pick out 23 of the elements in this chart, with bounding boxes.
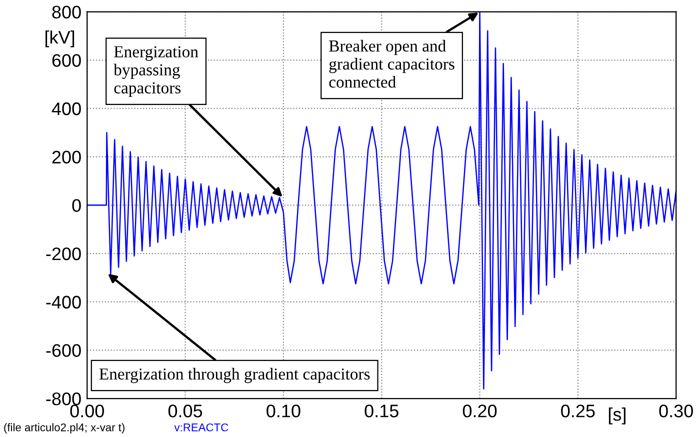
x-tick-label: 0.25 bbox=[561, 404, 595, 418]
x-tick-label: 0.10 bbox=[266, 404, 300, 418]
y-tick-label: -400 bbox=[46, 296, 81, 309]
y-axis-title: [kV] bbox=[46, 30, 74, 48]
y-tick-label: 800 bbox=[52, 6, 81, 19]
annotation: Breaker open and gradient capacitors connected bbox=[329, 40, 454, 88]
y-tick-label: 600 bbox=[52, 54, 81, 67]
x-tick-label: 0.30 bbox=[659, 404, 693, 418]
x-tick-label: 0.05 bbox=[168, 404, 202, 418]
x-tick-label: 0.20 bbox=[462, 404, 497, 418]
y-tick-label: -800 bbox=[46, 392, 81, 406]
x-tick-label: 0.15 bbox=[364, 404, 398, 418]
x-tick-label: 0.00 bbox=[70, 404, 104, 418]
y-tick-label: 200 bbox=[52, 150, 81, 164]
text: v:REACTC bbox=[174, 423, 228, 432]
y-tick-label: -200 bbox=[46, 247, 81, 260]
y-tick-label: 0 bbox=[72, 199, 81, 212]
text: (file articulo2.pl4; x-var t) bbox=[4, 423, 124, 434]
y-tick-label: 400 bbox=[52, 102, 81, 116]
annotation: Energization through gradient capacitors bbox=[99, 368, 370, 384]
y-tick-label: -600 bbox=[46, 344, 81, 357]
x-axis-title: [s] bbox=[608, 408, 626, 424]
annotation: Energization bypassing capacitors bbox=[114, 46, 198, 97]
